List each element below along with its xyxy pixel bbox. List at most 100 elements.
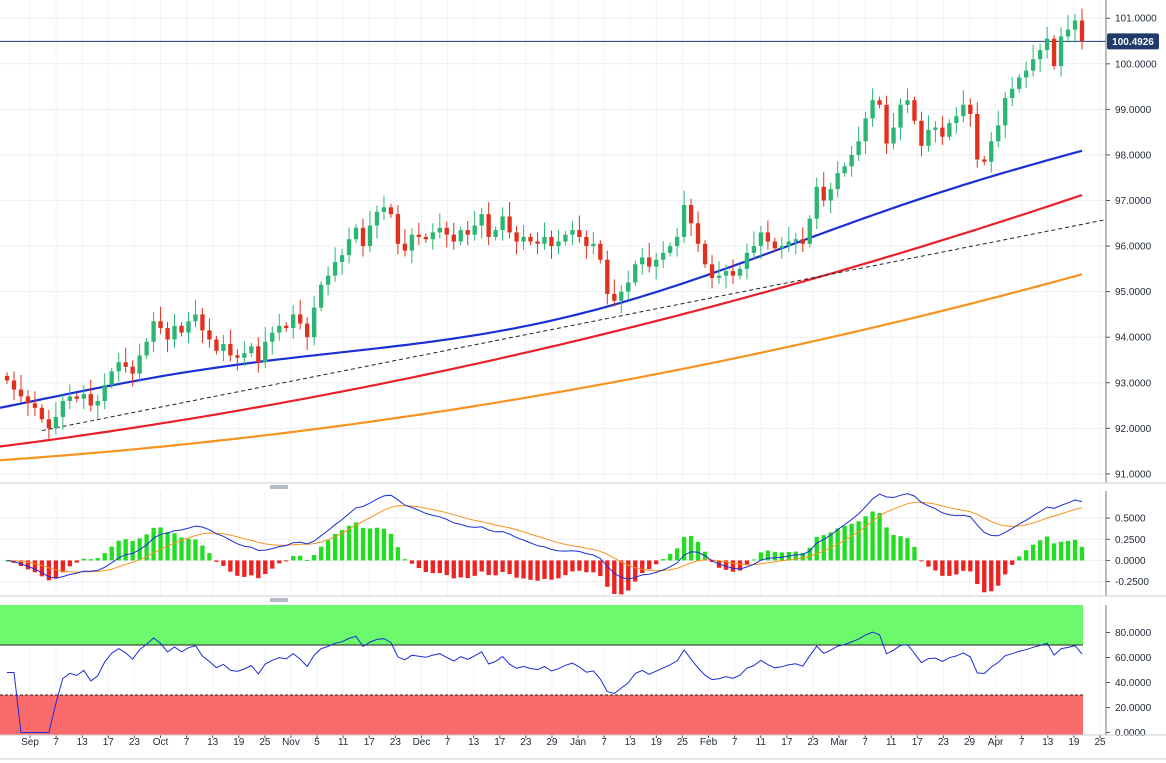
candlestick — [849, 145, 854, 177]
candlestick — [46, 410, 52, 439]
candle-body — [940, 127, 945, 137]
candle-body — [1058, 36, 1064, 67]
time-tick-label: 17 — [494, 737, 506, 748]
pane-resize-handle — [270, 598, 288, 602]
candle-body — [46, 419, 52, 429]
candlestick — [793, 232, 798, 255]
macd-histogram-bar — [654, 560, 659, 565]
macd-histogram-bar — [912, 546, 917, 561]
candlestick — [102, 373, 107, 410]
price-tick-label: 92.0000 — [1115, 424, 1152, 435]
candlestick — [409, 228, 415, 264]
candle-body — [1003, 97, 1008, 126]
macd-histogram-bar — [507, 560, 512, 575]
time-tick-label: 19 — [233, 737, 245, 748]
candlestick — [751, 231, 757, 259]
macd-histogram-bar — [451, 560, 456, 579]
sma-100-line — [0, 193, 1083, 448]
candlestick — [4, 372, 10, 385]
macd-histogram-bar — [814, 536, 819, 561]
candle-body — [1051, 38, 1057, 67]
candlestick — [388, 203, 394, 218]
candle-body — [1079, 20, 1085, 42]
macd-histogram-bar — [381, 528, 387, 561]
candle-body — [395, 214, 401, 244]
time-tick-label: 11 — [338, 737, 349, 748]
candle-body — [256, 346, 261, 363]
time-tick-label: 19 — [651, 737, 663, 748]
candlestick — [528, 233, 533, 246]
candlestick — [291, 305, 296, 339]
candlestick — [807, 215, 812, 248]
candlestick — [863, 112, 868, 155]
candle-body — [723, 271, 729, 276]
candlestick — [674, 227, 680, 257]
macd-histogram-bar — [1010, 560, 1015, 565]
macd-histogram-bar — [235, 560, 240, 576]
candle-body — [681, 205, 687, 237]
macd-histogram-bar — [32, 560, 38, 573]
candle-body — [430, 232, 435, 240]
macd-histogram-bar — [214, 560, 219, 562]
candle-body — [360, 227, 366, 247]
time-tick-label: 7 — [1019, 737, 1025, 748]
candlestick — [479, 207, 484, 239]
candlestick — [458, 226, 463, 246]
candle-body — [835, 173, 840, 190]
time-tick-label: 13 — [207, 737, 219, 748]
time-tick-label: 7 — [445, 737, 451, 748]
rsi-line — [7, 631, 1083, 733]
time-tick-label: Sep — [21, 737, 39, 748]
price-tick-label: 101.0000 — [1115, 14, 1157, 25]
candle-body — [165, 328, 170, 340]
candle-body — [1072, 20, 1078, 30]
time-tick-label: 23 — [938, 737, 950, 748]
macd-histogram-bar — [500, 560, 505, 572]
candle-body — [919, 120, 924, 146]
candlestick — [919, 111, 924, 157]
candle-body — [381, 207, 387, 212]
macd-histogram-bar — [612, 560, 617, 594]
candle-body — [765, 232, 771, 242]
candle-body — [758, 232, 764, 247]
candle-body — [856, 141, 861, 155]
candle-body — [325, 275, 331, 285]
candlestick — [654, 253, 659, 280]
candlestick — [353, 224, 359, 243]
candlestick — [221, 334, 226, 362]
macd-histogram-bar — [982, 560, 987, 593]
support-trendline — [41, 219, 1107, 432]
time-tick-label: Mar — [830, 737, 848, 748]
candlestick — [60, 394, 66, 430]
macd-histogram-bar — [758, 552, 764, 561]
price-tick-label: 97.0000 — [1115, 196, 1152, 207]
candle-body — [647, 257, 652, 267]
rsi-oversold-zone — [0, 695, 1083, 735]
candle-body — [493, 230, 498, 237]
candlestick — [200, 308, 205, 344]
candlestick — [1079, 8, 1085, 50]
candlestick — [968, 98, 973, 127]
rsi-tick-label: 80.0000 — [1115, 628, 1152, 639]
time-tick-label: Dec — [413, 737, 431, 748]
rsi-tick-label: 0.0000 — [1115, 728, 1146, 739]
macd-histogram-bar — [1058, 541, 1064, 561]
time-tick-label: 13 — [468, 737, 480, 748]
candlestick — [130, 360, 135, 387]
macd-tick-label: -0.2500 — [1115, 577, 1149, 588]
candle-body — [1030, 59, 1036, 71]
price-tick-label: 99.0000 — [1115, 105, 1152, 116]
candlestick — [158, 306, 163, 334]
macd-histogram-bar — [870, 511, 875, 561]
macd-histogram-bar — [130, 540, 135, 561]
candlestick — [640, 248, 645, 275]
candle-body — [744, 252, 750, 269]
price-tick-label: 96.0000 — [1115, 242, 1152, 253]
macd-histogram-bar — [1079, 546, 1085, 561]
candle-body — [570, 230, 575, 235]
macd-histogram-bar — [877, 512, 882, 561]
candle-body — [898, 104, 903, 128]
candlestick — [856, 126, 861, 161]
price-tick-label: 100.0000 — [1115, 59, 1157, 70]
macd-histogram-bar — [444, 560, 449, 576]
